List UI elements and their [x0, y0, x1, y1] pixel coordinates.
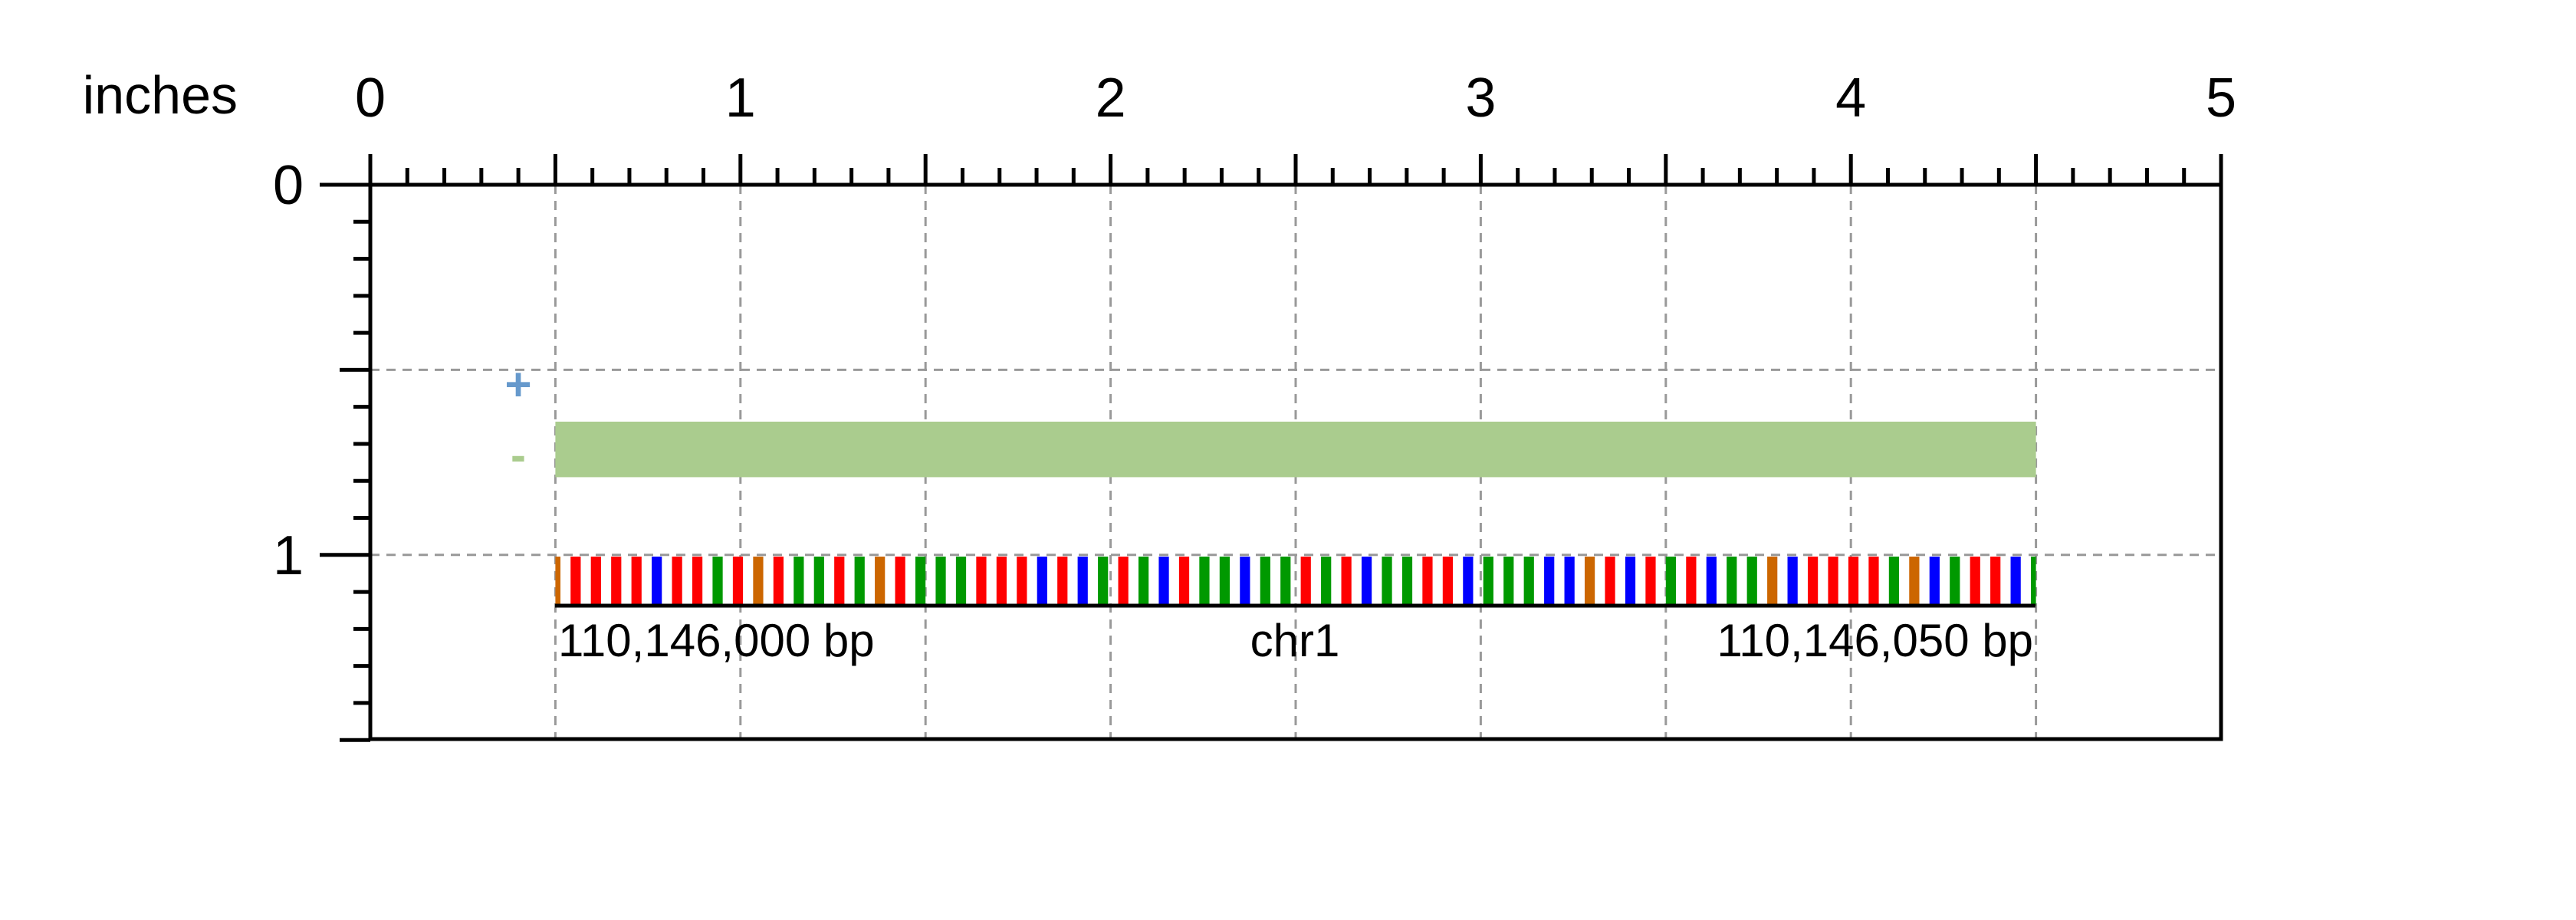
plot-frame — [368, 182, 2223, 741]
base-bar — [1300, 557, 1311, 606]
base-bar — [1929, 557, 1940, 606]
base-bar — [2010, 557, 2021, 606]
plus-strand-label: + — [504, 359, 531, 410]
x-tick-label: 1 — [725, 67, 756, 129]
base-bar — [1970, 557, 1980, 606]
base-bar — [1098, 557, 1109, 606]
base-bar — [1523, 557, 1534, 606]
base-bar — [1422, 557, 1433, 606]
base-bar — [1382, 557, 1392, 606]
x-tick-label: 0 — [355, 67, 386, 129]
base-bar — [590, 557, 601, 606]
feature-bar — [555, 421, 2036, 478]
base-bar — [1260, 557, 1270, 606]
base-bar — [1787, 557, 1798, 606]
base-bar — [1888, 557, 1900, 606]
base-bar — [1463, 557, 1474, 606]
x-tick-label: 5 — [2206, 67, 2236, 129]
base-bar — [1118, 557, 1129, 606]
base-bar — [854, 557, 865, 606]
base-bar — [1767, 557, 1778, 606]
base-bar — [1178, 557, 1190, 606]
base-bar — [1746, 557, 1757, 606]
base-bar — [1138, 557, 1149, 606]
base-bar — [813, 557, 824, 606]
sequence-track — [555, 557, 2036, 606]
y-tick-labels: 01 — [273, 155, 304, 586]
base-bar — [1564, 557, 1575, 606]
base-bar — [996, 557, 1007, 606]
base-bar — [1401, 557, 1413, 606]
base-bar — [875, 557, 886, 606]
base-bar — [1727, 557, 1737, 606]
base-bar — [1017, 557, 1027, 606]
x-tick-label: 4 — [1835, 67, 1866, 129]
end-coordinate-label: 110,146,050 bp — [1717, 615, 2033, 666]
base-bar — [2030, 557, 2036, 606]
base-bar — [732, 557, 744, 606]
start-coordinate-label: 110,146,000 bp — [558, 615, 875, 666]
base-bar — [1909, 557, 1920, 606]
base-bar — [794, 557, 804, 606]
ruler-unit-label: inches — [83, 65, 238, 125]
base-bar — [1990, 557, 2001, 606]
base-bar — [1321, 557, 1332, 606]
base-bar — [611, 557, 622, 606]
base-bar — [1828, 557, 1838, 606]
base-bar — [1706, 557, 1717, 606]
base-bar — [1868, 557, 1879, 606]
base-bar — [1219, 557, 1230, 606]
base-bar — [895, 557, 905, 606]
x-tick-label: 3 — [1465, 67, 1496, 129]
base-bar — [712, 557, 723, 606]
base-bar — [1240, 557, 1250, 606]
base-bar — [1361, 557, 1372, 606]
base-bar — [692, 557, 703, 606]
base-bar — [955, 557, 967, 606]
x-ticks — [368, 154, 2223, 185]
y-tick-label: 1 — [273, 525, 304, 586]
base-bar — [1057, 557, 1068, 606]
base-bar — [652, 557, 662, 606]
x-tick-label: 2 — [1096, 67, 1126, 129]
y-ticks — [320, 182, 370, 742]
x-tick-labels: 0 1 2 3 4 5 — [355, 67, 2236, 129]
base-bar — [834, 557, 845, 606]
base-bar — [1625, 557, 1636, 606]
base-bar — [1280, 557, 1291, 606]
base-bar — [976, 557, 987, 606]
chromosome-label: chr1 — [1250, 615, 1340, 666]
base-bar — [915, 557, 926, 606]
base-bar — [1665, 557, 1677, 606]
base-bar — [1158, 557, 1169, 606]
base-bar — [1605, 557, 1615, 606]
base-bar — [555, 557, 561, 606]
base-bar — [753, 557, 764, 606]
y-tick-label: 0 — [273, 155, 304, 216]
base-bar — [672, 557, 682, 606]
base-bar — [773, 557, 784, 606]
base-bar — [1544, 557, 1555, 606]
minus-strand-label: - — [511, 429, 526, 481]
base-bar — [631, 557, 642, 606]
base-bar — [1037, 557, 1047, 606]
base-bar — [1341, 557, 1352, 606]
base-bar — [1848, 557, 1859, 606]
base-bar — [1483, 557, 1493, 606]
base-bar — [1950, 557, 1960, 606]
base-bar — [570, 557, 581, 606]
base-bar — [1645, 557, 1656, 606]
base-bar — [1442, 557, 1454, 606]
base-bar — [1686, 557, 1697, 606]
base-bar — [935, 557, 946, 606]
base-bar — [1503, 557, 1514, 606]
base-bar — [1077, 557, 1088, 606]
base-bar — [1584, 557, 1595, 606]
base-bar — [1199, 557, 1210, 606]
base-bar — [1807, 557, 1819, 606]
